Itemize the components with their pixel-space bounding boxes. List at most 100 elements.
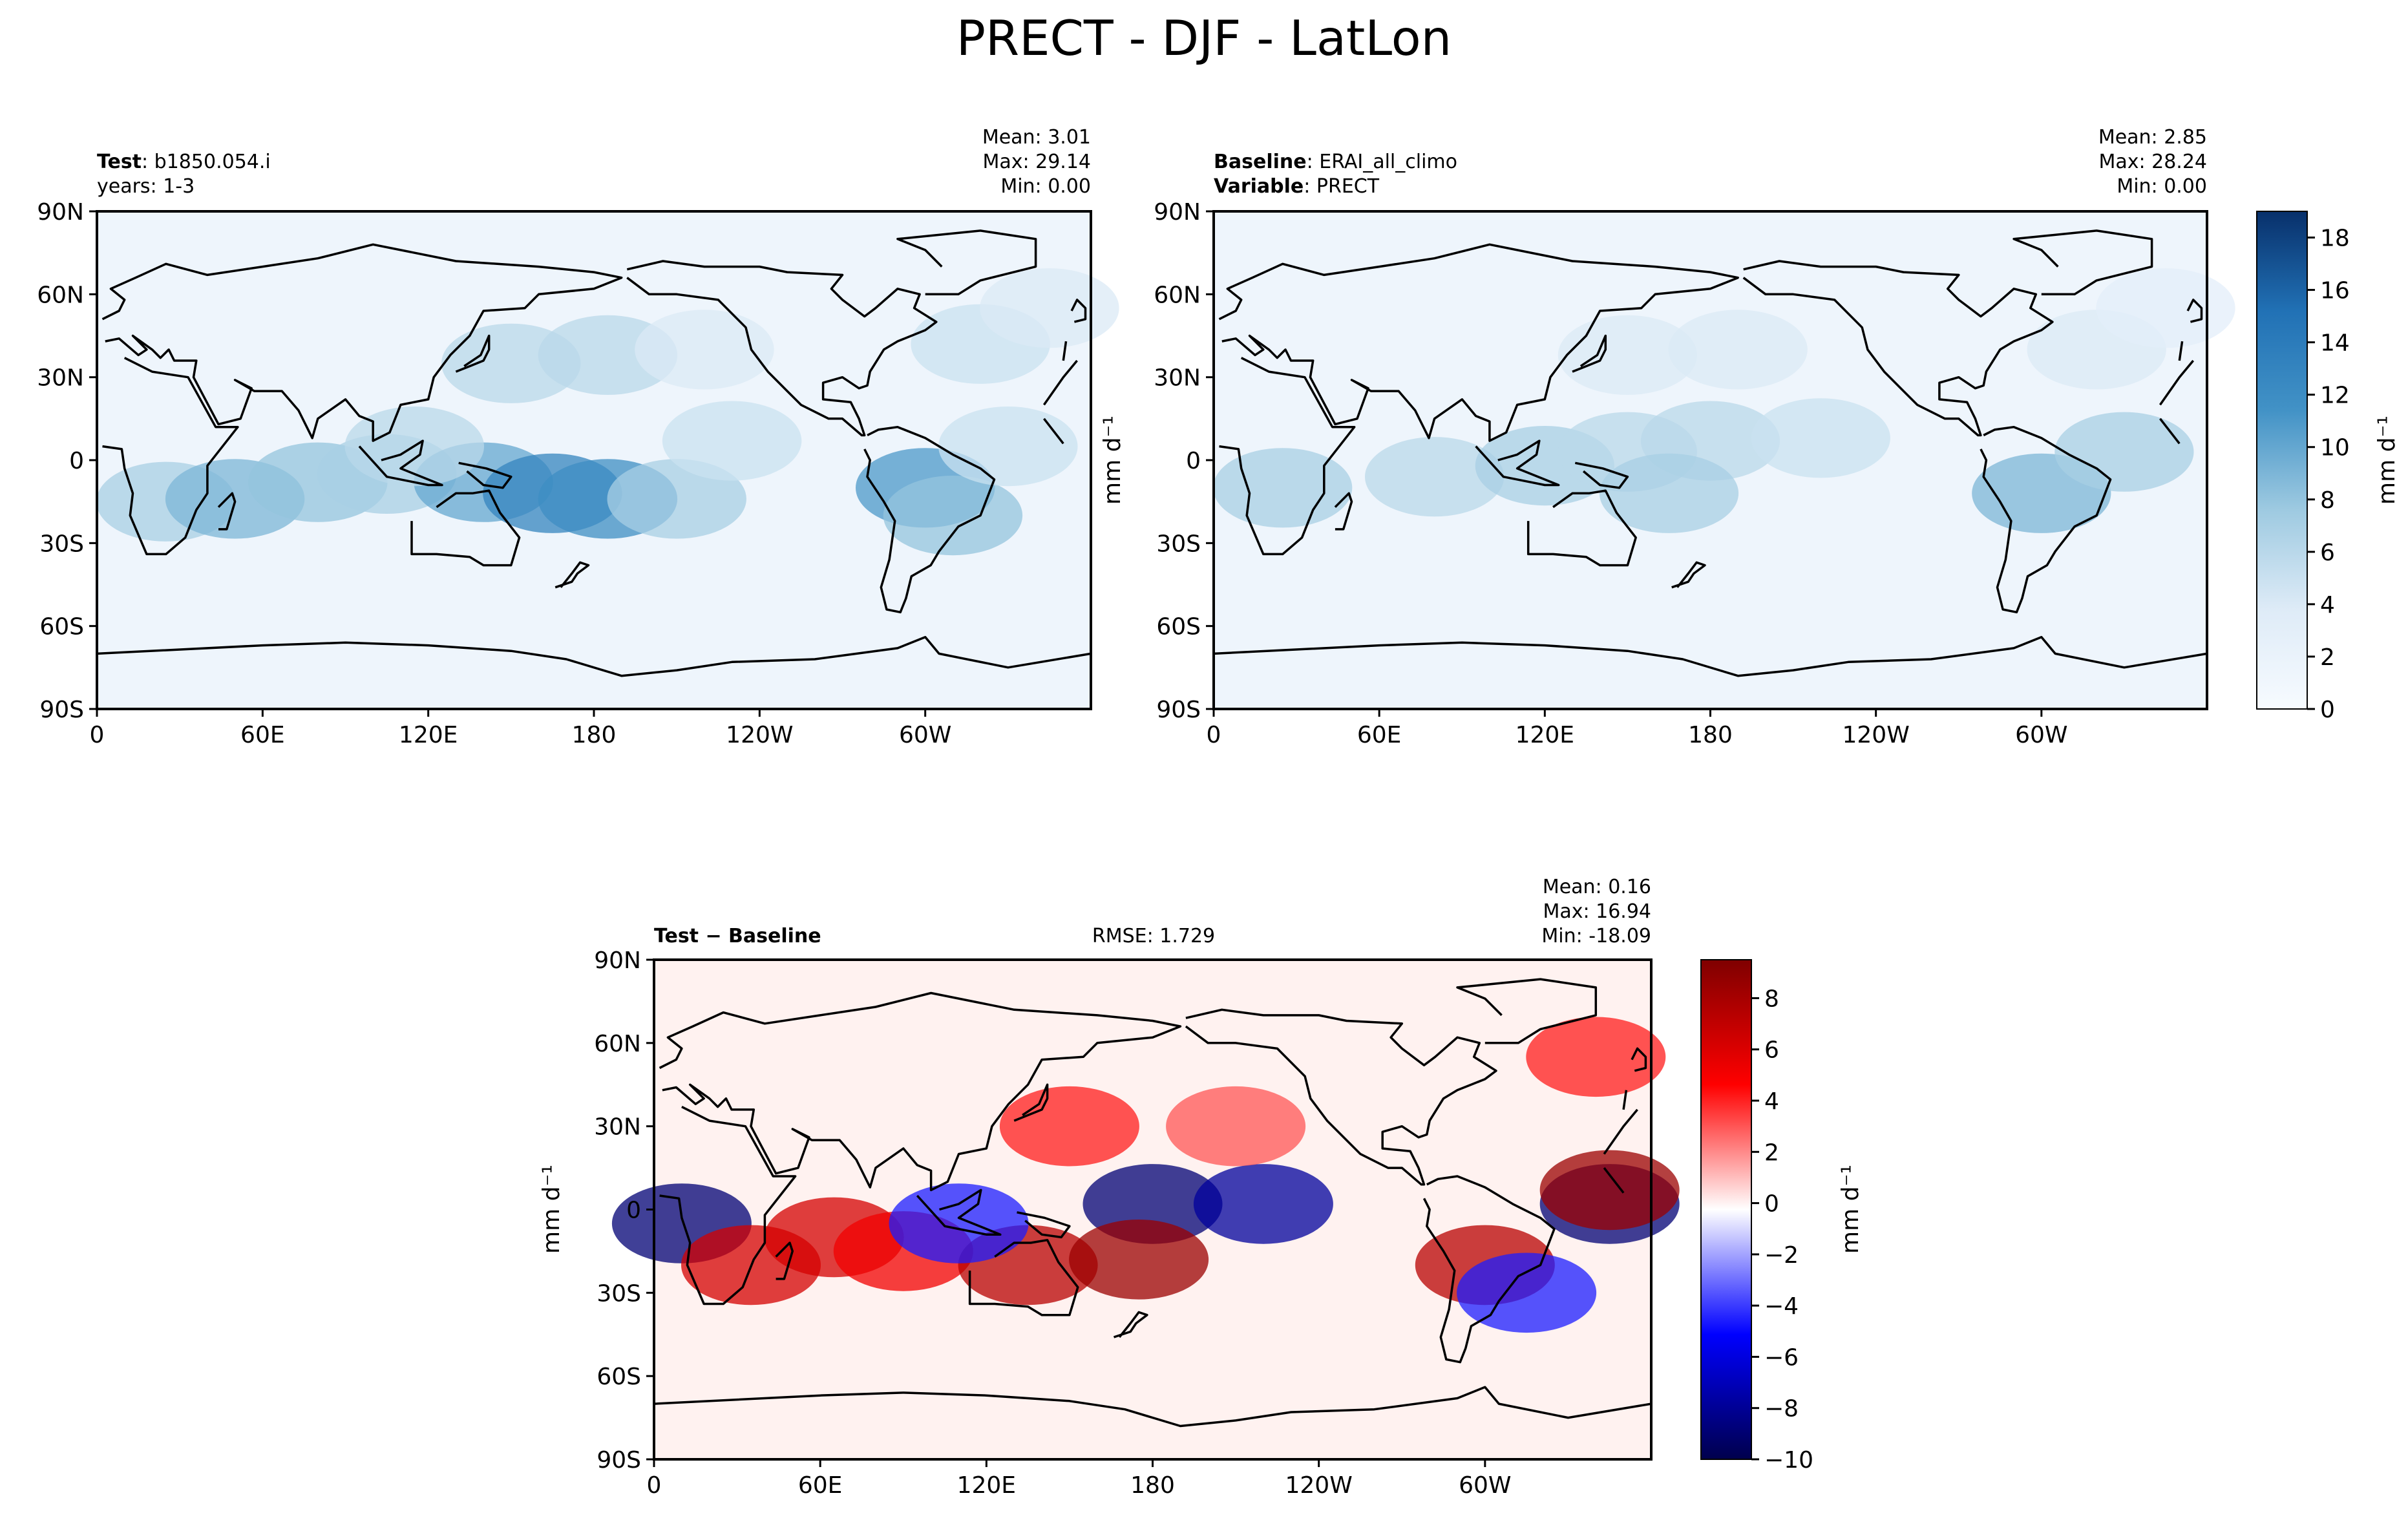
x-tick-label: 180 [1688,722,1733,748]
field-blob [1668,310,1808,390]
field-blob [607,459,746,539]
coastline-australia [410,489,521,567]
field-blob [1365,437,1505,517]
coastline-indonesia [916,1189,1002,1236]
colorbar-tick-label: 8 [2320,487,2335,514]
y-tick-label: 30S [597,1280,641,1307]
y-tick-label: 90N [37,199,84,226]
x-tick-label: 120E [1516,722,1574,748]
colorbar-tick-label: 0 [2320,697,2335,723]
colorbar-blues-bar [2256,211,2308,710]
coastline-antarctica [96,636,1092,709]
panel-baseline: Mean: 2.85 Max: 28.24 Min: 0.00 Baseline… [1154,126,2400,748]
panel-test-label: Test: b1850.054.i [97,151,271,173]
y-tick-label: 60N [594,1031,641,1057]
coastline-nz [1671,561,1706,589]
coastline-newguinea [458,461,512,489]
x-tick-label: 120W [726,722,793,748]
colorbar-tick-label: 4 [2320,592,2335,618]
coastline-japan [1572,334,1607,373]
colorbar-seismic: 8 6 4 2 0 −2 −4 −6 −8 −10 mm d⁻¹ [1700,959,1864,1474]
coastline-namerica [1185,1008,1497,1186]
field-blob [938,407,1078,487]
x-tick-label: 60W [899,722,951,748]
y-tick-label: 0 [69,448,84,474]
panel-test-label-line2: years: 1-3 [97,175,195,198]
panel-diff-stat-min: Min: -18.09 [1541,925,1651,947]
panel-baseline-ticks: 0 60E 120E 180 120W 60W 90N 60N 30N 0 30S 60S 90S [1154,199,2067,748]
colorbar-tick-label: −8 [1764,1396,1799,1422]
panel-test-stat-max: Max: 29.14 [982,151,1091,173]
y-tick-label: 0 [626,1198,641,1224]
colorbar-tick-label: 14 [2320,330,2350,357]
field-blob [1751,398,1890,478]
coastline-greenland [896,229,1037,296]
colorbar-seismic-ticks: 8 6 4 2 0 −2 −4 −6 −8 −10 [1751,986,1813,1474]
coastline-australia [1526,489,1637,567]
y-tick-label: 60S [39,614,84,640]
y-tick-label: 60N [1154,282,1201,308]
panel-diff-ylabel: mm d⁻¹ [538,1165,565,1254]
field-blob [2054,412,2194,492]
y-tick-label: 90N [594,947,641,974]
colorbar-tick-label: 16 [2320,278,2350,304]
panel-test-label-rest: : b1850.054.i [142,151,271,173]
y-tick-label: 30N [1154,365,1201,392]
panel-diff-stat-mean: Mean: 0.16 [1543,876,1651,898]
y-tick-label: 60N [37,282,84,308]
coastline-antarctica [653,1386,1653,1459]
panel-baseline-label-rest: : ERAI_all_climo [1307,151,1457,173]
colorbar-tick-label: 18 [2320,226,2350,252]
panel-test-stat-min: Min: 0.00 [1000,175,1091,198]
panel-baseline-label2-bold: Variable [1214,175,1304,198]
colorbar-blues-ticks: 0 2 4 6 8 10 12 14 16 18 [2307,226,2350,723]
coastline-africa [1219,357,2195,556]
y-tick-label: 90S [1156,697,1201,723]
coastline-antarctica [1213,636,2208,709]
field-blob [999,1086,1139,1167]
x-tick-label: 60W [2015,722,2067,748]
colorbar-blues-label: mm d⁻¹ [2374,416,2400,505]
panel-baseline-label2: Variable: PRECT [1214,175,1380,198]
panel-baseline-ylabel: mm d⁻¹ [1099,416,1126,505]
x-tick-label: 60E [1357,722,1402,748]
coastline-samerica [1980,425,2112,614]
field-blob [1193,1164,1333,1244]
x-tick-label: 60W [1459,1472,1511,1499]
panel-baseline-stat-min: Min: 0.00 [2117,175,2207,198]
panel-baseline-label-bold: Baseline [1214,151,1307,173]
colorbar-tick-label: −2 [1764,1242,1799,1269]
coastline-uk [1631,1047,1647,1072]
panel-diff-coastlines [653,978,1653,1459]
coastline-samerica [1422,1175,1556,1364]
coastline-eurasia [1218,243,2184,442]
colorbar-tick-label: 6 [2320,540,2335,566]
panel-diff-stat-max: Max: 16.94 [1543,900,1651,923]
coastline-africa [659,1106,1638,1305]
y-tick-label: 90N [1154,199,1201,226]
panel-test-stat-mean: Mean: 3.01 [982,126,1091,149]
coastline-uk [1070,299,1087,323]
colorbar-tick-label: 2 [2320,644,2335,671]
x-tick-label: 180 [572,722,617,748]
colorbar-tick-label: 6 [1764,1037,1779,1064]
colorbar-tick-label: 0 [1764,1191,1779,1218]
figure-title: PRECT - DJF - LatLon [956,10,1452,67]
field-blob [980,268,1119,348]
field-blob [889,1183,1029,1263]
colorbar-tick-label: 2 [1764,1139,1779,1166]
panel-baseline-coastlines [1213,229,2208,709]
colorbar-tick-label: −6 [1764,1344,1799,1371]
x-tick-label: 120W [1843,722,1910,748]
coastline-samerica [863,425,996,614]
y-tick-label: 0 [1186,448,1201,474]
colorbar-tick-label: −10 [1764,1447,1813,1474]
panel-baseline-stat-mean: Mean: 2.85 [2098,126,2207,149]
x-tick-label: 180 [1130,1472,1175,1499]
field-blob [1599,453,1739,533]
coastline-greenland [2012,229,2153,296]
coastline-australia [968,1238,1079,1316]
field-blob [883,476,1023,556]
coastline-nz [1113,1311,1148,1338]
